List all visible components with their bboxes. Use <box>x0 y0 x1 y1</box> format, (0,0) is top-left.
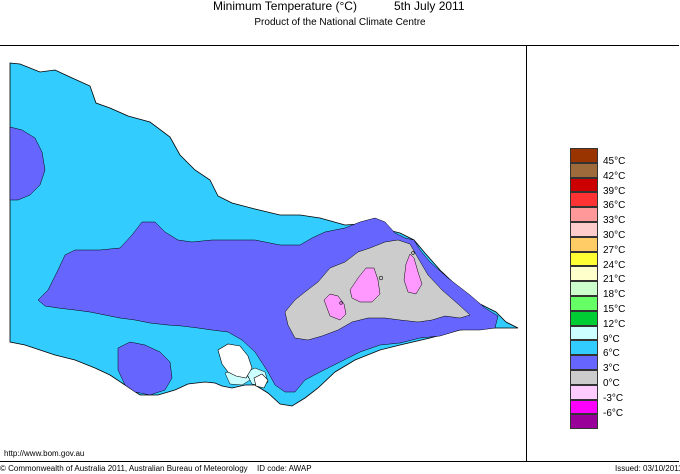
legend-swatch <box>570 266 598 282</box>
legend-swatch <box>570 162 598 178</box>
legend-swatch <box>570 399 598 415</box>
map-title: Minimum Temperature (°C) 5th July 2011 <box>0 0 680 17</box>
legend-label: -6°C <box>603 407 624 419</box>
map-frame <box>0 45 679 462</box>
legend-label: 42°C <box>603 170 626 182</box>
map-subtitle: Product of the National Climate Centre <box>254 17 426 28</box>
legend-label: 21°C <box>603 274 626 286</box>
id-code: ID code: AWAP <box>257 464 312 473</box>
legend-label: 36°C <box>603 200 626 212</box>
legend-swatch <box>570 295 598 311</box>
legend-swatch <box>570 177 598 193</box>
legend-label: 27°C <box>603 244 626 256</box>
legend-swatch <box>570 369 598 385</box>
legend-swatch <box>570 251 598 267</box>
legend-label: 45°C <box>603 156 626 167</box>
legend-swatch <box>570 236 598 252</box>
legend-label: 9°C <box>603 333 620 345</box>
victoria-temperature-map <box>9 62 519 407</box>
peak-marker <box>411 251 415 255</box>
port-phillip-bay <box>217 343 253 379</box>
western-port-bay <box>253 373 269 389</box>
legend-swatch <box>570 192 598 208</box>
copyright-text: © Commonwealth of Australia 2011, Austra… <box>0 464 248 473</box>
legend-swatch <box>570 281 598 296</box>
zone-3-west-blob <box>9 126 46 201</box>
legend-swatch <box>570 355 598 370</box>
legend-divider <box>526 45 527 462</box>
legend-label: 12°C <box>603 318 626 330</box>
issued-date: Issued: 03/10/2011 <box>615 464 680 473</box>
legend-swatch <box>570 414 598 430</box>
zone-minus3-patch-east <box>403 253 423 295</box>
legend-swatch <box>570 325 598 341</box>
legend-label: -3°C <box>603 392 624 404</box>
legend-label: 24°C <box>603 259 626 271</box>
legend-label: 3°C <box>603 363 620 375</box>
legend-swatch <box>570 384 598 400</box>
legend-label: 18°C <box>603 289 626 301</box>
title-date: 5th July 2011 <box>394 0 465 13</box>
legend-label: 6°C <box>603 348 620 360</box>
legend-swatch <box>570 207 598 222</box>
legend-label: 0°C <box>603 377 620 389</box>
legend-label: 30°C <box>603 229 626 241</box>
zone-minus3-patch-west <box>323 293 347 321</box>
legend-swatch <box>570 148 598 163</box>
legend-label: 15°C <box>603 303 626 315</box>
bom-url: http://www.bom.gov.au <box>4 449 85 458</box>
legend-label: 33°C <box>603 215 626 227</box>
title-text: Minimum Temperature (°C) <box>213 0 357 13</box>
legend-label: 39°C <box>603 185 626 197</box>
legend-swatch <box>570 340 598 356</box>
peak-marker <box>378 275 384 281</box>
zone-3-south-lobe <box>117 341 173 396</box>
legend-swatch <box>570 221 598 237</box>
legend-swatch <box>570 310 598 326</box>
peak-marker <box>339 301 343 305</box>
zone-minus3-patch-central <box>349 267 381 303</box>
